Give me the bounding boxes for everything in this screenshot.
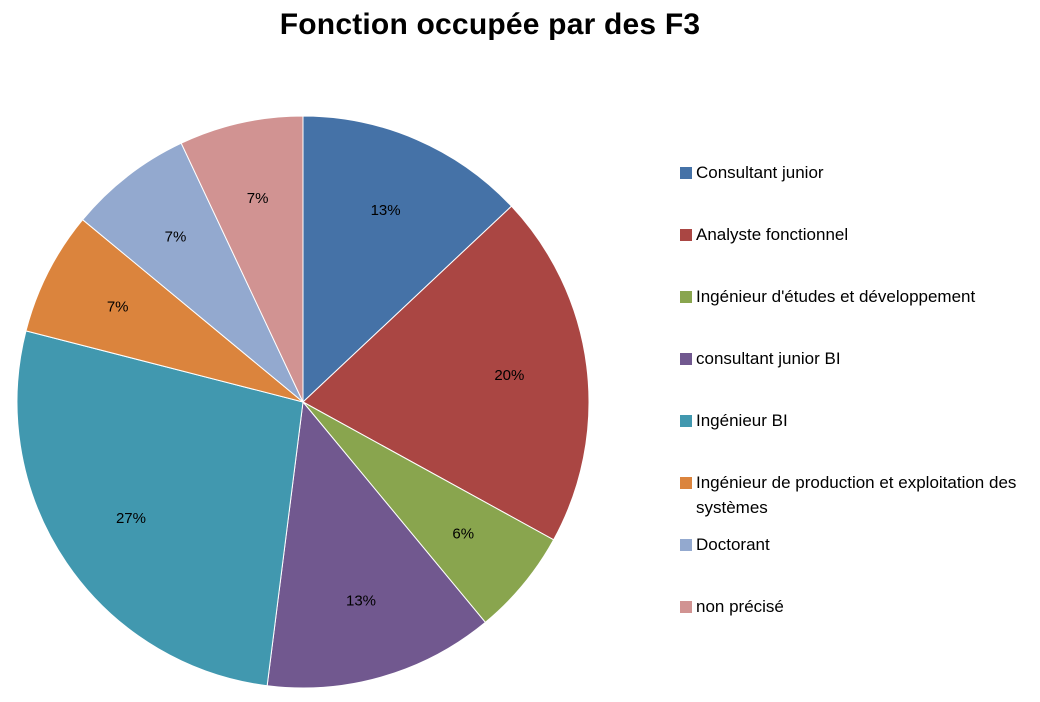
pie-slice (266, 400, 487, 689)
legend-swatch (680, 539, 692, 551)
legend-item: consultant junior BI (680, 346, 1031, 371)
legend-label: Ingénieur d'études et développement (696, 287, 976, 306)
legend-item: Ingénieur BI (680, 408, 1031, 433)
legend-item: Ingénieur d'études et développement (680, 284, 1031, 309)
slice-label: 13% (371, 202, 401, 219)
legend-item: non précisé (680, 594, 1031, 619)
pie-slice (81, 142, 304, 403)
legend-label: consultant junior BI (696, 349, 841, 368)
slice-label: 27% (116, 510, 146, 527)
legend-swatch (680, 353, 692, 365)
legend-item: Analyste fonctionnel (680, 222, 1031, 247)
legend-item: Ingénieur de production et exploitation … (680, 470, 1031, 520)
pie-slice (302, 115, 513, 404)
legend-swatch (680, 167, 692, 179)
slice-label: 13% (346, 593, 376, 610)
slice-label: 20% (494, 367, 524, 384)
legend-label: Consultant junior (696, 163, 824, 182)
pie-slice (25, 218, 304, 403)
chart-title: Fonction occupée par des F3 (279, 8, 701, 41)
legend-label: Ingénieur de production et exploitation … (696, 473, 1017, 517)
pie-slice (16, 330, 304, 687)
legend-item: Consultant junior (680, 160, 1031, 185)
legend-swatch (680, 229, 692, 241)
legend-item: Doctorant (680, 532, 1031, 557)
legend-swatch (680, 415, 692, 427)
legend-label: Ingénieur BI (696, 411, 788, 430)
legend-label: Analyste fonctionnel (696, 225, 849, 244)
legend-swatch (680, 477, 692, 489)
pie-slice (180, 115, 304, 403)
legend-swatch (680, 601, 692, 613)
legend-swatch (680, 291, 692, 303)
slice-label: 7% (107, 299, 129, 316)
pie-slice (302, 205, 590, 541)
slice-label: 7% (165, 229, 187, 246)
slice-label: 6% (452, 526, 474, 543)
legend-label: non précisé (696, 597, 784, 616)
slice-label: 7% (247, 190, 269, 207)
legend-label: Doctorant (696, 535, 770, 554)
